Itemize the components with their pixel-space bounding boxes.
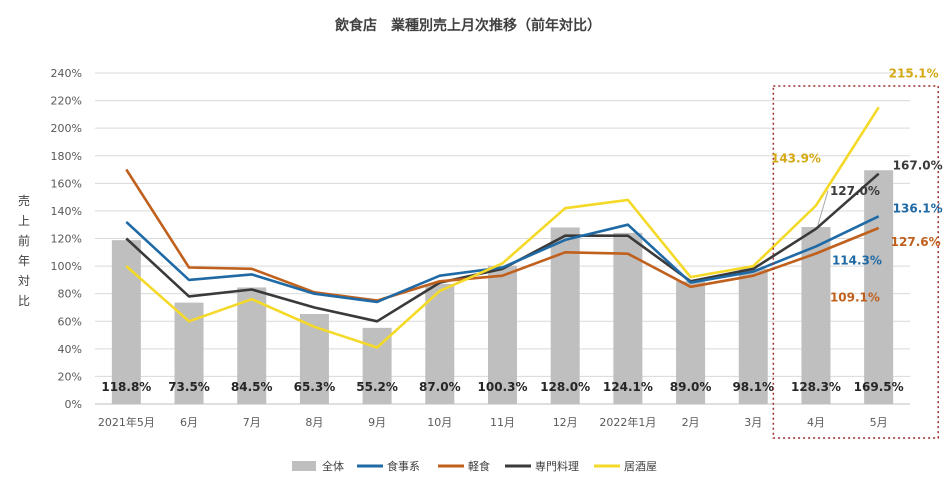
y-tick-label: 100% — [51, 260, 82, 273]
y-tick-label: 40% — [58, 343, 82, 356]
legend-label: 居酒屋 — [624, 460, 657, 473]
x-tick-label: 10月 — [427, 416, 452, 429]
legend-label: 全体 — [322, 459, 344, 473]
y-tick-label: 80% — [58, 288, 82, 301]
y-axis-label-char: 売 — [18, 193, 30, 208]
bars — [111, 170, 894, 404]
y-tick-label: 200% — [51, 122, 82, 135]
y-tick-label: 20% — [58, 370, 82, 383]
y-axis-label-char: 対 — [18, 274, 30, 288]
bar-value-label: 55.2% — [356, 380, 398, 394]
y-tick-label: 0% — [65, 398, 82, 411]
annotation-居酒屋: 215.1% — [889, 66, 939, 80]
y-tick-label: 180% — [51, 150, 82, 163]
bar — [425, 284, 455, 404]
x-tick-label: 2022年1月 — [599, 415, 656, 429]
legend-swatch — [292, 461, 316, 471]
x-tick-label: 3月 — [744, 416, 762, 429]
bar-value-label: 100.3% — [478, 380, 528, 394]
chart-title: 飲食店 業種別売上月次推移（前年対比） — [334, 17, 601, 34]
legend-label: 軽食 — [468, 459, 490, 473]
bar — [676, 281, 706, 404]
x-tick-label: 7月 — [243, 416, 261, 429]
bar — [237, 287, 267, 404]
y-axis-label-char: 年 — [18, 254, 30, 268]
line-軽食 — [125, 168, 880, 302]
annotation-居酒屋: 143.9% — [771, 152, 821, 166]
bar-value-label: 124.1% — [603, 380, 653, 394]
annotation-軽食: 109.1% — [830, 291, 880, 305]
bar-value-label: 98.1% — [732, 380, 774, 394]
y-tick-label: 160% — [51, 177, 82, 190]
bar — [362, 327, 392, 404]
highlight-box — [772, 85, 939, 439]
x-tick-label: 5月 — [870, 416, 888, 429]
bar-value-label: 65.3% — [294, 380, 336, 394]
x-tick-label: 9月 — [368, 416, 386, 429]
annotation-専門料理: 167.0% — [893, 159, 943, 173]
y-tick-label: 140% — [51, 205, 82, 218]
bar — [738, 268, 768, 404]
x-tick-label: 11月 — [490, 416, 515, 429]
legend-label: 専門料理 — [535, 459, 579, 473]
y-tick-label: 120% — [51, 233, 82, 246]
y-tick-label: 240% — [51, 67, 82, 80]
bar-value-label: 169.5% — [854, 380, 904, 394]
x-tick-label: 2月 — [682, 416, 700, 429]
bar-value-label: 128.0% — [540, 380, 590, 394]
y-tick-label: 220% — [51, 95, 82, 108]
y-axis-label-char: 比 — [18, 294, 30, 308]
bar-value-label: 89.0% — [670, 380, 712, 394]
x-tick-label: 12月 — [553, 416, 578, 429]
bar-value-label: 73.5% — [168, 380, 210, 394]
leader-line — [817, 190, 829, 225]
y-axis-label-char: 前 — [18, 233, 30, 248]
bar — [174, 302, 204, 404]
annotation-食事系: 136.1% — [893, 201, 943, 215]
line-居酒屋 — [125, 106, 880, 349]
annotation-専門料理: 127.0% — [830, 184, 880, 198]
legend-label: 食事系 — [387, 459, 420, 473]
x-tick-label: 4月 — [807, 416, 825, 429]
bar — [864, 170, 894, 404]
lines — [125, 106, 880, 349]
legend: 全体 食事系 軽食 専門料理 居酒屋 — [292, 459, 657, 473]
bar-value-label: 128.3% — [791, 380, 841, 394]
bar-labels: 118.8% 73.5% 84.5% 65.3% 55.2% 87.0% 100.3% 128… — [101, 380, 903, 394]
annotation-食事系: 114.3% — [832, 253, 882, 267]
bar-value-label: 118.8% — [101, 380, 151, 394]
line-食事系 — [125, 215, 880, 304]
bar — [488, 265, 517, 404]
y-tick-label: 60% — [58, 315, 82, 328]
x-tick-label: 8月 — [305, 416, 323, 429]
bar-value-label: 87.0% — [419, 380, 461, 394]
annotations: 114.3% 136.1% 109.1% 127.6% 127.0% 167.0% 143.… — [771, 66, 943, 439]
bar-value-label: 84.5% — [231, 380, 273, 394]
y-axis-ticks: 0% 20% 40% 60% 80% 100% 120% 140% 160% 180% 200% 22… — [51, 67, 82, 411]
x-axis-ticks: 2021年5月 6月 7月 8月 9月 10月 11月 12月 2022年1月 2月 3月 4月 5月 — [98, 415, 888, 429]
x-tick-label: 6月 — [180, 416, 198, 429]
x-tick-label: 2021年5月 — [98, 415, 155, 429]
bar — [613, 232, 643, 404]
bar — [550, 227, 580, 404]
annotation-軽食: 127.6% — [891, 235, 941, 249]
y-axis-label-char: 上 — [18, 214, 30, 228]
